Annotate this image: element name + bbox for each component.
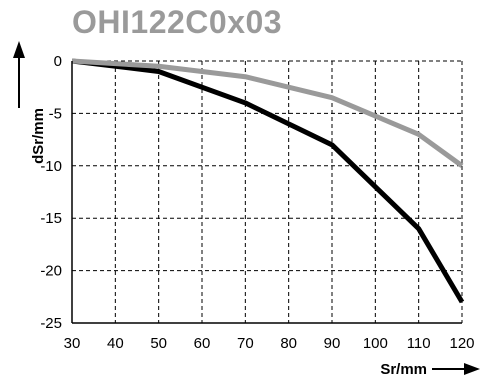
x-tick-label: 110 [407,335,431,352]
series-line-2 [71,58,464,168]
y-tick-label: -20 [40,263,62,280]
tick-labels: 30 40 50 60 70 80 90 100 110 120 0 -5 -10 -15 -20 -25 [40,53,474,352]
y-axis-label: dSr/mm [30,108,47,164]
x-tick-label: 100 [363,335,388,352]
x-axis-arrowhead [464,363,480,375]
grid [72,60,463,323]
y-tick-label: -10 [40,158,62,175]
y-tick-label: -5 [49,105,62,122]
axes [71,61,462,324]
series-line-1 [71,58,465,304]
x-tick-label: 120 [449,335,474,352]
x-tick-label: 40 [107,335,124,352]
axis-labels: Sr/mm dSr/mm [13,41,480,378]
x-tick-label: 70 [237,335,254,352]
y-tick-label: -25 [40,315,62,332]
x-tick-label: 60 [194,335,211,352]
x-tick-label: 50 [150,335,167,352]
x-tick-label: 80 [280,335,297,352]
y-tick-label: 0 [54,53,62,70]
x-tick-label: 30 [64,335,81,352]
y-tick-label: -15 [40,210,62,227]
chart-title: OHI122C0x03 [72,4,283,40]
x-tick-label: 90 [324,335,341,352]
y-axis-arrowhead [13,41,25,58]
x-axis-label: Sr/mm [380,361,427,378]
series-lines [71,58,465,304]
